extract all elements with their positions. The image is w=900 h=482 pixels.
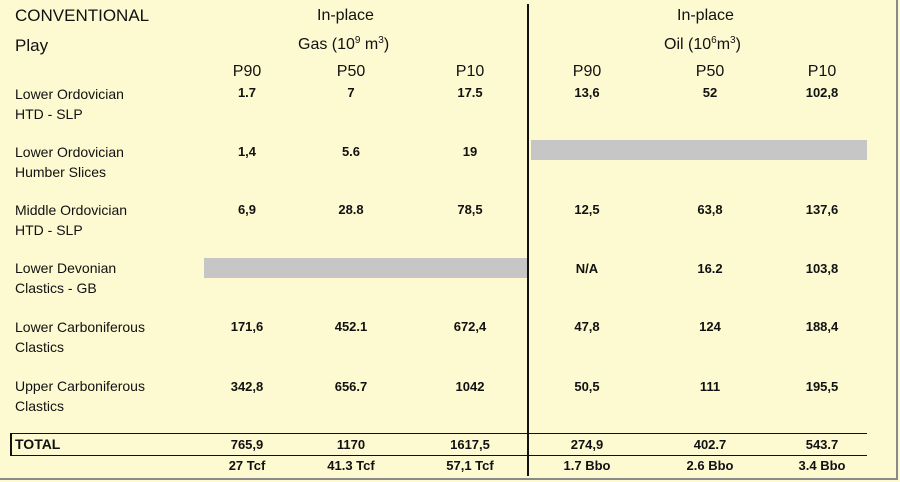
- total-equivalent-cell: 1.7 Bbo: [563, 458, 611, 473]
- row-label: Lower Devonian Clastics - GB: [15, 260, 117, 296]
- table-cell: 1042: [455, 379, 485, 394]
- table-cell: 1,4: [237, 144, 257, 159]
- table-cell: 111: [699, 379, 721, 394]
- gas-not-assessed-block: [204, 258, 527, 278]
- gas-unit: Gas (109 m3): [298, 35, 390, 54]
- total-cell: 274,9: [570, 437, 604, 452]
- table-cell: 102,8: [805, 85, 839, 100]
- total-equivalent-cell: 41.3 Tcf: [327, 458, 375, 473]
- column-header-gas-p90: P90: [232, 63, 262, 80]
- column-header-oil-p10: P10: [807, 63, 837, 80]
- total-equivalent-cell: 27 Tcf: [228, 458, 266, 473]
- table-cell: 171,6: [230, 319, 264, 334]
- oil-unit: Oil (106m3): [664, 35, 741, 54]
- table-cell: 12,5: [574, 202, 600, 217]
- table-cell: 16.2: [697, 261, 723, 276]
- play-heading: Play: [15, 36, 49, 55]
- gas-title: In-place: [317, 7, 374, 24]
- total-label: TOTAL: [15, 436, 61, 452]
- row-label: Lower Ordovician Humber Slices: [15, 144, 124, 180]
- column-header-oil-p90: P90: [572, 63, 602, 80]
- total-cell: 543.7: [805, 437, 839, 452]
- total-equivalent-cell: 3.4 Bbo: [798, 458, 846, 473]
- table-cell: 5.6: [341, 144, 361, 159]
- table-cell: 103,8: [805, 261, 839, 276]
- table-cell: 342,8: [230, 379, 264, 394]
- total-equivalent-cell: 57,1 Tcf: [446, 458, 494, 473]
- table-cell: 63,8: [697, 202, 723, 217]
- table-cell: 137,6: [805, 202, 839, 217]
- table-cell: 19: [462, 144, 478, 159]
- oil-not-assessed-block: [531, 140, 867, 160]
- table-cell: 28.8: [338, 202, 364, 217]
- row-label: Lower Carboniferous Clastics: [15, 319, 145, 355]
- table-cell: 17.5: [457, 85, 483, 100]
- table-cell: 13,6: [574, 85, 600, 100]
- total-cell: 1617,5: [450, 437, 490, 452]
- table-cell: 7: [347, 85, 355, 100]
- column-header-gas-p50: P50: [336, 63, 366, 80]
- table-cell: 452.1: [334, 319, 368, 334]
- table-cell: 1.7: [237, 85, 257, 100]
- table-cell: 188,4: [805, 319, 839, 334]
- column-header-oil-p50: P50: [695, 63, 725, 80]
- total-equivalent-cell: 2.6 Bbo: [686, 458, 734, 473]
- table-cell: 672,4: [453, 319, 487, 334]
- table-cell: 78,5: [457, 202, 483, 217]
- total-top-rule: [10, 433, 867, 434]
- oil-title: In-place: [677, 7, 734, 24]
- column-header-gas-p10: P10: [455, 63, 485, 80]
- table-cell: 50,5: [574, 379, 600, 394]
- table-cell: 52: [702, 85, 718, 100]
- total-cell: 402.7: [693, 437, 727, 452]
- row-label: Lower Ordovician HTD - SLP: [15, 86, 124, 122]
- total-cell: 765,9: [230, 437, 264, 452]
- table-cell: 47,8: [574, 319, 600, 334]
- total-left-rule: [10, 433, 12, 456]
- table-cell: N/A: [575, 261, 599, 276]
- table-cell: 195,5: [805, 379, 839, 394]
- category-heading: CONVENTIONAL: [15, 6, 150, 25]
- table-cell: 656.7: [334, 379, 368, 394]
- row-label: Middle Ordovician HTD - SLP: [15, 202, 128, 238]
- table-cell: 6,9: [237, 202, 257, 217]
- table-cell: 124: [699, 319, 721, 334]
- total-mid-rule: [10, 455, 867, 456]
- total-cell: 1170: [336, 437, 366, 452]
- gas-oil-divider: [527, 4, 529, 476]
- row-label: Upper Carboniferous Clastics: [15, 378, 145, 414]
